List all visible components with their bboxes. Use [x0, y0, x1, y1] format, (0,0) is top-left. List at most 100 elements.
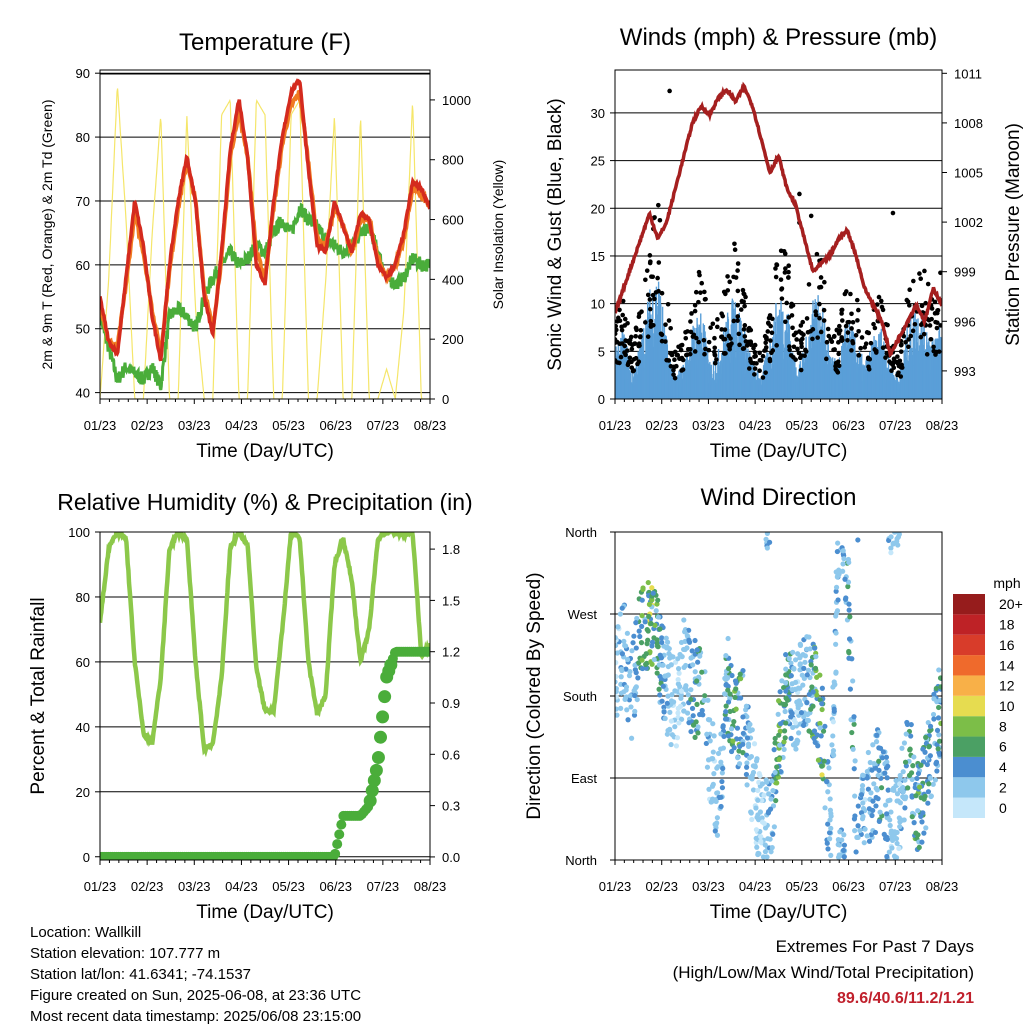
- gust-point: [912, 321, 918, 327]
- gust-point: [652, 296, 657, 302]
- y-tick-label: North: [565, 525, 597, 540]
- gust-point: [658, 331, 664, 337]
- plot-area: [100, 78, 430, 399]
- direction-point: [789, 710, 795, 717]
- direction-point: [632, 662, 638, 668]
- x-tick-label: 01/23: [599, 879, 632, 894]
- direction-point: [931, 696, 937, 702]
- direction-point: [677, 651, 683, 658]
- gust-point: [671, 372, 676, 377]
- gust-point: [814, 251, 820, 257]
- gust-point: [813, 312, 819, 318]
- gust-point: [693, 289, 699, 295]
- gust-point: [617, 307, 622, 313]
- gust-point: [732, 247, 738, 252]
- direction-point: [897, 781, 903, 787]
- direction-point: [891, 785, 897, 791]
- direction-point: [859, 786, 865, 793]
- gust-point: [628, 334, 634, 340]
- gust-point: [692, 302, 698, 308]
- gust-point: [845, 337, 850, 343]
- direction-point: [906, 772, 913, 778]
- gust-point: [854, 297, 860, 303]
- gust-point: [722, 327, 728, 332]
- direction-point: [645, 628, 651, 634]
- direction-point: [762, 849, 769, 855]
- direction-point: [796, 730, 802, 736]
- direction-point: [720, 724, 726, 730]
- y-tick-label: North: [565, 853, 597, 868]
- gust-point: [760, 353, 766, 359]
- direction-point: [810, 689, 816, 695]
- direction-point: [893, 777, 899, 784]
- direction-point: [865, 749, 871, 756]
- gust-point: [818, 329, 824, 335]
- precip-point: [363, 794, 377, 808]
- direction-point: [740, 750, 746, 756]
- direction-point: [683, 662, 689, 669]
- direction-point: [925, 719, 931, 726]
- direction-point: [934, 768, 940, 774]
- direction-point: [690, 713, 696, 719]
- direction-point: [617, 611, 623, 617]
- gust-point: [924, 352, 930, 357]
- gust-point: [652, 215, 657, 220]
- gust-point: [821, 307, 827, 313]
- direction-point: [790, 742, 797, 748]
- direction-point: [828, 825, 834, 831]
- direction-point: [840, 561, 846, 567]
- gust-point: [615, 323, 618, 329]
- direction-point: [802, 659, 808, 665]
- gust-point: [720, 313, 726, 319]
- direction-point: [751, 741, 758, 747]
- colorbar-swatch: [953, 756, 985, 778]
- direction-point: [732, 694, 738, 700]
- gust-point: [752, 354, 757, 359]
- gust-point: [657, 217, 663, 223]
- y-right-tick-label: 1005: [954, 166, 983, 181]
- gust-point: [878, 298, 884, 304]
- direction-point: [725, 687, 731, 693]
- direction-point: [934, 727, 941, 733]
- precip-point: [334, 829, 345, 840]
- direction-point: [819, 706, 825, 713]
- direction-point: [715, 790, 721, 796]
- gust-point: [927, 323, 933, 328]
- direction-point: [615, 634, 618, 641]
- gust-point: [786, 275, 791, 280]
- direction-point: [649, 643, 655, 649]
- direction-point: [697, 711, 703, 718]
- direction-point: [764, 779, 770, 785]
- direction-point: [777, 689, 783, 695]
- direction-point: [649, 597, 655, 603]
- gust-point: [773, 266, 778, 271]
- direction-point: [930, 781, 936, 787]
- gust-point: [727, 279, 733, 285]
- gust-point: [708, 325, 713, 330]
- direction-point: [923, 825, 929, 831]
- direction-point: [936, 704, 942, 711]
- direction-point: [895, 542, 901, 548]
- gust-point: [692, 308, 698, 314]
- direction-point: [890, 540, 896, 546]
- direction-point: [706, 786, 712, 792]
- direction-point: [624, 707, 630, 713]
- direction-point: [689, 705, 696, 712]
- gust-point: [839, 335, 845, 340]
- direction-point: [725, 699, 732, 705]
- direction-point: [885, 798, 891, 804]
- gust-point: [644, 268, 650, 273]
- direction-point: [846, 648, 852, 655]
- precip-point: [369, 763, 383, 777]
- direction-point: [767, 539, 773, 545]
- gust-point: [738, 307, 744, 312]
- gust-point: [757, 350, 762, 356]
- gust-point: [899, 365, 905, 370]
- direction-point: [801, 714, 807, 720]
- direction-point: [842, 576, 848, 582]
- direction-point: [927, 775, 934, 781]
- direction-point: [765, 836, 771, 842]
- direction-point: [899, 784, 906, 790]
- gust-point: [774, 262, 780, 268]
